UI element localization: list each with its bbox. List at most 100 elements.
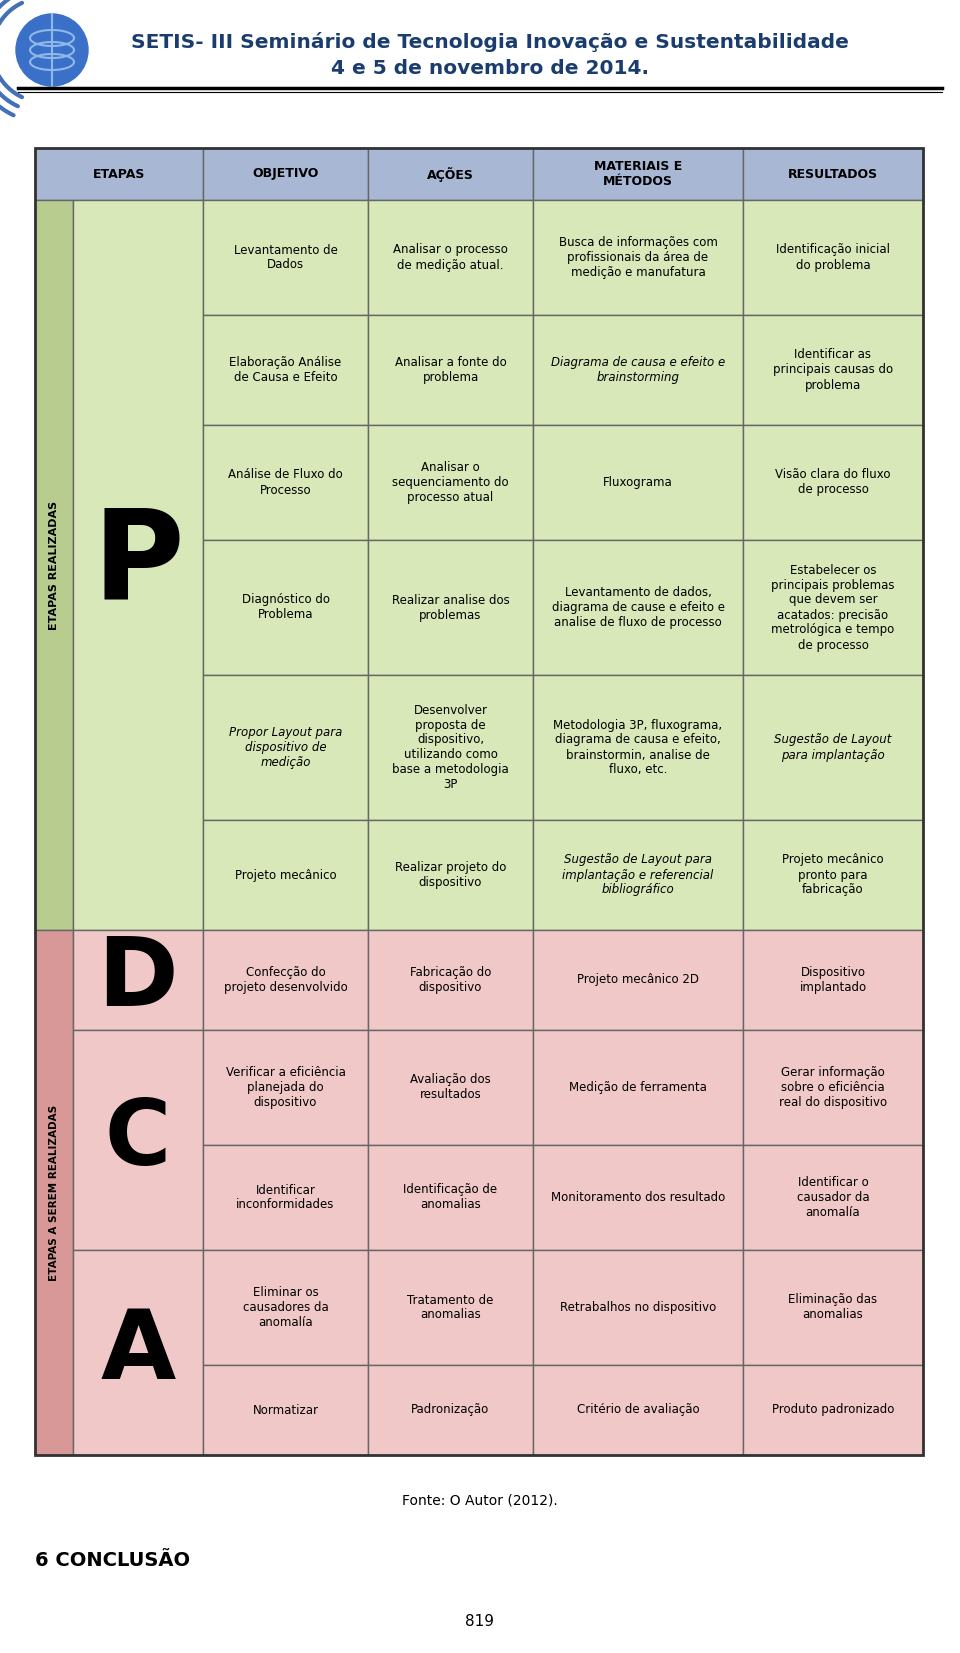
Text: Critério de avaliação: Critério de avaliação bbox=[577, 1403, 699, 1417]
Bar bbox=[73, 931, 203, 1030]
Bar bbox=[203, 1365, 368, 1455]
Bar bbox=[368, 1365, 533, 1455]
Text: Dispositivo
implantado: Dispositivo implantado bbox=[800, 965, 867, 993]
Bar bbox=[368, 1146, 533, 1250]
Bar bbox=[368, 820, 533, 931]
Bar bbox=[743, 316, 923, 425]
Text: ETAPAS REALIZADAS: ETAPAS REALIZADAS bbox=[49, 501, 59, 630]
Bar bbox=[368, 1250, 533, 1365]
Text: Padronização: Padronização bbox=[412, 1403, 490, 1417]
Bar bbox=[743, 425, 923, 541]
Bar bbox=[35, 200, 73, 931]
Text: SETIS- III Seminário de Tecnologia Inovação e Sustentabilidade: SETIS- III Seminário de Tecnologia Inova… bbox=[132, 31, 849, 51]
Text: Produto padronizado: Produto padronizado bbox=[772, 1403, 894, 1417]
Text: Busca de informações com
profissionais da área de
medição e manufatura: Busca de informações com profissionais d… bbox=[559, 236, 717, 279]
Bar bbox=[533, 425, 743, 541]
Text: Levantamento de
Dados: Levantamento de Dados bbox=[233, 243, 337, 271]
Text: Desenvolver
proposta de
dispositivo,
utilizando como
base a metodologia
3P: Desenvolver proposta de dispositivo, uti… bbox=[392, 704, 509, 792]
Text: Analisar o
sequenciamento do
processo atual: Analisar o sequenciamento do processo at… bbox=[393, 461, 509, 504]
Bar bbox=[533, 149, 743, 200]
Bar bbox=[203, 1250, 368, 1365]
Bar bbox=[743, 820, 923, 931]
Bar bbox=[533, 931, 743, 1030]
Text: Gerar informação
sobre o eficiência
real do dispositivo: Gerar informação sobre o eficiência real… bbox=[779, 1066, 887, 1109]
Bar bbox=[533, 820, 743, 931]
Bar bbox=[743, 200, 923, 316]
Text: Propor Layout para
dispositivo de
medição: Propor Layout para dispositivo de mediçã… bbox=[228, 726, 342, 769]
Text: Analisar a fonte do
problema: Analisar a fonte do problema bbox=[395, 355, 506, 383]
Bar bbox=[203, 149, 368, 200]
Text: Projeto mecânico
pronto para
fabricação: Projeto mecânico pronto para fabricação bbox=[782, 853, 884, 896]
Text: Retrabalhos no dispositivo: Retrabalhos no dispositivo bbox=[560, 1301, 716, 1314]
Bar bbox=[203, 931, 368, 1030]
Text: 4 e 5 de novembro de 2014.: 4 e 5 de novembro de 2014. bbox=[331, 58, 649, 78]
Bar bbox=[368, 541, 533, 674]
Text: Estabelecer os
principais problemas
que devem ser
acatados: precisão
metrológica: Estabelecer os principais problemas que … bbox=[771, 564, 895, 651]
Bar bbox=[533, 1146, 743, 1250]
Text: Visão clara do fluxo
de processo: Visão clara do fluxo de processo bbox=[776, 468, 891, 496]
Text: Metodologia 3P, fluxograma,
diagrama de causa e efeito,
brainstormin, analise de: Metodologia 3P, fluxograma, diagrama de … bbox=[553, 719, 723, 777]
Bar bbox=[743, 1365, 923, 1455]
Text: RESULTADOS: RESULTADOS bbox=[788, 167, 878, 180]
Text: MATERIAIS E
MÉTODOS: MATERIAIS E MÉTODOS bbox=[594, 160, 683, 188]
Text: Fabricação do
dispositivo: Fabricação do dispositivo bbox=[410, 965, 492, 993]
Text: ETAPAS A SEREM REALIZADAS: ETAPAS A SEREM REALIZADAS bbox=[49, 1104, 59, 1281]
Bar bbox=[368, 200, 533, 316]
Bar bbox=[203, 1030, 368, 1146]
Bar bbox=[533, 674, 743, 820]
Text: 819: 819 bbox=[466, 1615, 494, 1630]
Text: Projeto mecânico: Projeto mecânico bbox=[234, 868, 336, 881]
Text: ETAPAS: ETAPAS bbox=[93, 167, 145, 180]
Bar bbox=[743, 674, 923, 820]
Bar bbox=[533, 541, 743, 674]
Bar bbox=[743, 1146, 923, 1250]
Text: Confecção do
projeto desenvolvido: Confecção do projeto desenvolvido bbox=[224, 965, 348, 993]
Text: Verificar a eficiência
planejada do
dispositivo: Verificar a eficiência planejada do disp… bbox=[226, 1066, 346, 1109]
Text: Medição de ferramenta: Medição de ferramenta bbox=[569, 1081, 707, 1094]
Text: A: A bbox=[101, 1306, 176, 1398]
Bar bbox=[73, 1030, 203, 1250]
Text: AÇÕES: AÇÕES bbox=[427, 167, 474, 182]
Text: Eliminação das
anomalias: Eliminação das anomalias bbox=[788, 1294, 877, 1321]
Circle shape bbox=[16, 13, 88, 86]
Bar bbox=[368, 149, 533, 200]
Text: Eliminar os
causadores da
anomalía: Eliminar os causadores da anomalía bbox=[243, 1286, 328, 1329]
Text: Sugestão de Layout
para implantação: Sugestão de Layout para implantação bbox=[775, 734, 892, 762]
Text: P: P bbox=[92, 504, 183, 625]
Text: OBJETIVO: OBJETIVO bbox=[252, 167, 319, 180]
Text: Diagnóstico do
Problema: Diagnóstico do Problema bbox=[242, 593, 329, 622]
Bar bbox=[743, 149, 923, 200]
Bar bbox=[368, 425, 533, 541]
Bar bbox=[73, 1250, 203, 1455]
Text: Levantamento de dados,
diagrama de cause e efeito e
analise de fluxo de processo: Levantamento de dados, diagrama de cause… bbox=[551, 587, 725, 630]
Text: Realizar analise dos
problemas: Realizar analise dos problemas bbox=[392, 593, 510, 622]
Bar bbox=[368, 674, 533, 820]
Text: Realizar projeto do
dispositivo: Realizar projeto do dispositivo bbox=[395, 861, 506, 889]
Text: Identificação de
anomalias: Identificação de anomalias bbox=[403, 1184, 497, 1212]
Text: Analisar o processo
de medição atual.: Analisar o processo de medição atual. bbox=[393, 243, 508, 271]
Text: Sugestão de Layout para
implantação e referencial
bibliográfico: Sugestão de Layout para implantação e re… bbox=[563, 853, 713, 896]
Bar bbox=[743, 931, 923, 1030]
Text: Identificação inicial
do problema: Identificação inicial do problema bbox=[776, 243, 890, 271]
Text: D: D bbox=[98, 934, 179, 1027]
Bar bbox=[533, 316, 743, 425]
Bar bbox=[203, 674, 368, 820]
Bar bbox=[203, 541, 368, 674]
Bar bbox=[203, 425, 368, 541]
Text: Monitoramento dos resultado: Monitoramento dos resultado bbox=[551, 1192, 725, 1203]
Bar bbox=[743, 1250, 923, 1365]
Text: C: C bbox=[105, 1096, 171, 1184]
Bar bbox=[203, 200, 368, 316]
Bar bbox=[35, 149, 923, 1455]
Bar bbox=[368, 1030, 533, 1146]
Bar bbox=[368, 931, 533, 1030]
Bar bbox=[533, 200, 743, 316]
Text: Tratamento de
anomalias: Tratamento de anomalias bbox=[407, 1294, 493, 1321]
Text: Fluxograma: Fluxograma bbox=[603, 476, 673, 489]
Bar bbox=[203, 1146, 368, 1250]
Bar bbox=[368, 316, 533, 425]
Text: Diagrama de causa e efeito e
brainstorming: Diagrama de causa e efeito e brainstormi… bbox=[551, 355, 725, 383]
Bar bbox=[203, 316, 368, 425]
Bar bbox=[743, 541, 923, 674]
Bar bbox=[533, 1365, 743, 1455]
